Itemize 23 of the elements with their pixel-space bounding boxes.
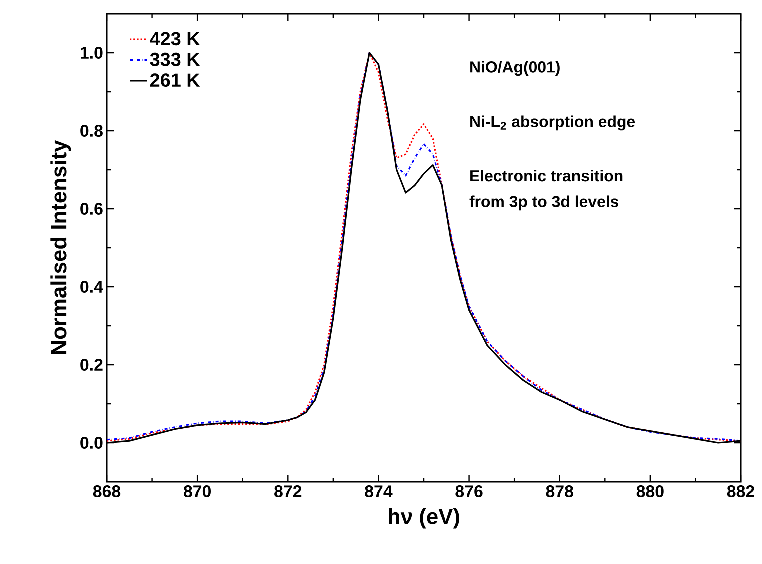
- y-axis-title: Normalised Intensity: [50, 140, 72, 354]
- annotation: Electronic transition: [470, 170, 623, 182]
- legend-label: 333 K: [150, 52, 200, 66]
- x-tick-label: 882: [727, 486, 754, 498]
- y-tick-label: 1.0: [81, 47, 103, 59]
- y-tick-label: 0.4: [80, 281, 104, 293]
- y-tick-label: 0.6: [80, 203, 103, 215]
- y-tick-label: 0.8: [80, 125, 103, 137]
- legend-label: 423 K: [150, 32, 200, 46]
- x-tick-label: 876: [456, 486, 483, 498]
- x-axis-title: hν (eV): [389, 508, 460, 529]
- x-tick-label: 870: [184, 486, 211, 498]
- y-tick-label: 0.0: [80, 437, 103, 449]
- x-tick-label: 874: [365, 486, 393, 498]
- x-tick-label: 878: [546, 486, 574, 498]
- y-tick-label: 0.2: [80, 359, 103, 371]
- legend-label: 261 K: [150, 74, 200, 88]
- x-tick-label: 880: [636, 486, 664, 498]
- annotation: NiO/Ag(001): [470, 61, 560, 76]
- x-tick-label: 872: [274, 486, 302, 498]
- annotation: from 3p to 3d levels: [470, 196, 619, 211]
- annotation: Ni-L$_{2}$ absorption edge: [470, 116, 636, 131]
- x-tick-label: 868: [93, 486, 121, 498]
